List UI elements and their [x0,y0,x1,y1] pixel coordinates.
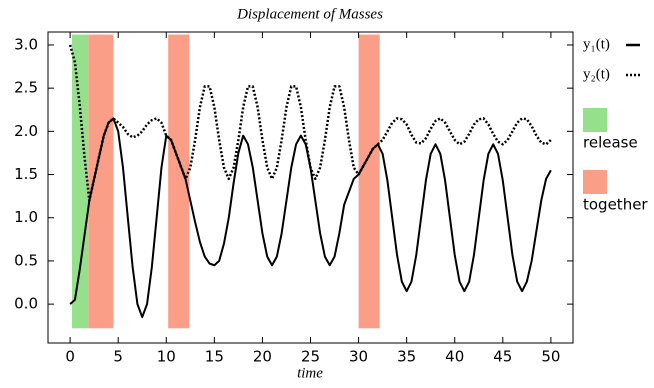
x-tick-label: 15 [205,348,224,366]
legend-swatch [583,108,607,132]
plot-frame [47,31,574,344]
x-tick-label: 30 [349,348,368,366]
region-band [88,34,114,329]
legend: y₁(t) y₂(t) release together [583,36,648,214]
x-tick-label: 20 [253,348,272,366]
x-tick-label: 45 [493,348,512,366]
region-band [72,34,89,329]
y-tick-label: 2.5 [14,79,38,97]
y-tick-label: 0.0 [14,295,38,313]
y-tick-label: 2.0 [14,122,38,140]
legend-label: y₂(t) [583,66,610,82]
legend-label: together [583,196,648,214]
x-tick-label: 35 [397,348,416,366]
x-tick-label: 0 [65,348,75,366]
x-axis-label: time [297,365,323,381]
y-tick-label: 1.5 [14,165,38,183]
y-tick-label: 3.0 [14,35,38,53]
y-tick-label: 0.5 [14,251,38,269]
legend-label: release [583,134,638,152]
x-tick-label: 40 [445,348,464,366]
x-tick-label: 25 [301,348,320,366]
legend-label: y₁(t) [583,36,610,52]
regions [72,34,380,329]
y-tick-label: 1.0 [14,208,38,226]
region-band [358,34,380,329]
x-tick-label: 5 [113,348,123,366]
region-band [168,34,190,329]
lines [68,44,552,319]
legend-swatch [583,170,607,194]
x-tick-label: 50 [541,348,560,366]
axes: 0 5 10 15 20 25 30 35 40 45 50 0.0 0.5 1.0 1.5 2.0 2.5 3.… [14,32,573,366]
chart-title: Displacement of Masses [236,6,383,22]
x-tick-label: 10 [157,348,176,366]
series-line [68,44,552,202]
series-line [69,117,552,319]
